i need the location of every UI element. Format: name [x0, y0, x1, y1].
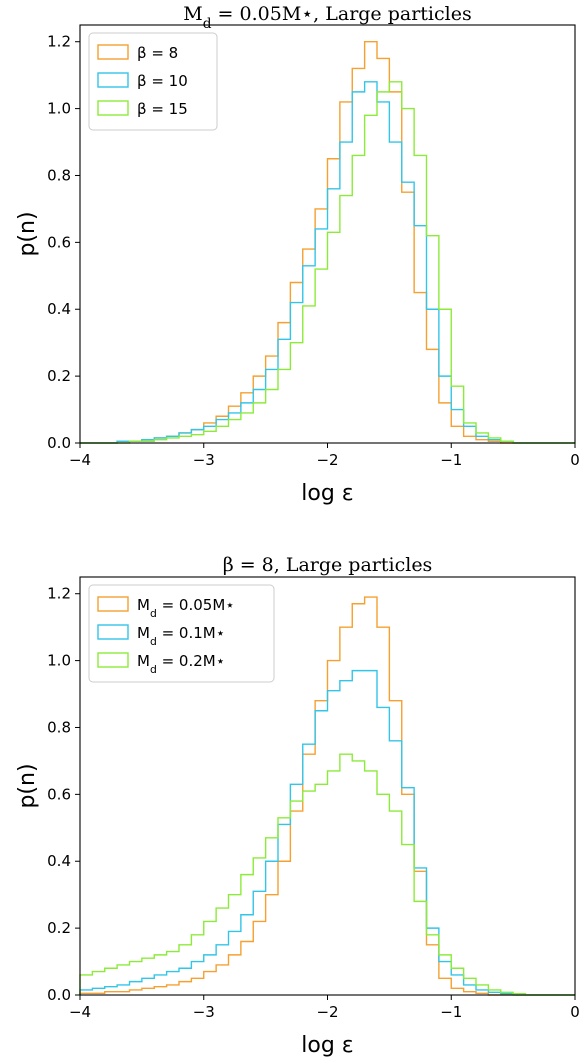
y-tick-label: 0.8 — [47, 166, 71, 184]
y-tick-label: 1.2 — [47, 585, 71, 603]
y-tick-label: 0.6 — [47, 233, 71, 251]
chart-panel-1: Md = 0.05M⋆, Large particles −4 −3 −2 −1 0 0.0… — [15, 3, 580, 506]
legend-label: Md = 0.05M⋆ — [137, 596, 235, 620]
series-line-3 — [80, 81, 575, 444]
legend-swatch — [97, 100, 129, 116]
legend-swatch — [97, 596, 129, 612]
x-tick-label: −2 — [316, 1003, 338, 1021]
legend-label: β = 10 — [137, 72, 188, 90]
legend-label: β = 15 — [137, 100, 188, 118]
y-tick-label: 0.0 — [47, 986, 71, 1004]
series-line-1 — [79, 596, 575, 996]
x-tick-label: 0 — [570, 1003, 580, 1021]
y-tick-label: 0.4 — [47, 300, 71, 318]
y-tick-label: 0.8 — [47, 718, 71, 736]
x-tick-label: −1 — [440, 451, 462, 469]
y-tick-label: 0.2 — [47, 367, 71, 385]
chart-title: β = 8, Large particles — [223, 554, 433, 576]
y-tick-label: 1.0 — [47, 652, 71, 670]
x-tick-label: −3 — [193, 451, 215, 469]
legend-label: Md = 0.1M⋆ — [137, 624, 225, 648]
y-tick-label: 0.2 — [47, 919, 71, 937]
x-tick-label: −2 — [316, 451, 338, 469]
series-line-2 — [79, 669, 575, 996]
chart-title: Md = 0.05M⋆, Large particles — [183, 3, 471, 32]
legend-box — [88, 584, 275, 683]
legend-swatch — [97, 624, 129, 640]
x-tick-label: −1 — [440, 1003, 462, 1021]
legend-swatch — [97, 44, 129, 60]
y-tick-label: 1.2 — [47, 33, 71, 51]
legend-label: β = 8 — [137, 44, 178, 62]
x-tick-label: 0 — [570, 451, 580, 469]
y-axis-label: p(n) — [15, 763, 40, 808]
y-tick-label: 0.4 — [47, 852, 71, 870]
legend-swatch — [97, 652, 129, 668]
series-line-3 — [79, 753, 575, 996]
legend-label: Md = 0.2M⋆ — [137, 652, 225, 676]
chart-panel-2: β = 8, Large particles −4 −3 −2 −1 0 0.0 0.2 0.4… — [15, 554, 580, 1058]
y-tick-label: 0.6 — [47, 785, 71, 803]
y-axis-label: p(n) — [15, 211, 40, 256]
x-tick-label: −4 — [69, 451, 91, 469]
x-tick-label: −4 — [69, 1003, 91, 1021]
x-axis-label: log ε — [301, 1033, 353, 1058]
legend-box — [88, 32, 218, 131]
x-tick-label: −3 — [193, 1003, 215, 1021]
y-tick-label: 1.0 — [47, 100, 71, 118]
y-tick-label: 0.0 — [47, 434, 71, 452]
x-axis-label: log ε — [301, 481, 353, 506]
legend-swatch — [97, 72, 129, 88]
